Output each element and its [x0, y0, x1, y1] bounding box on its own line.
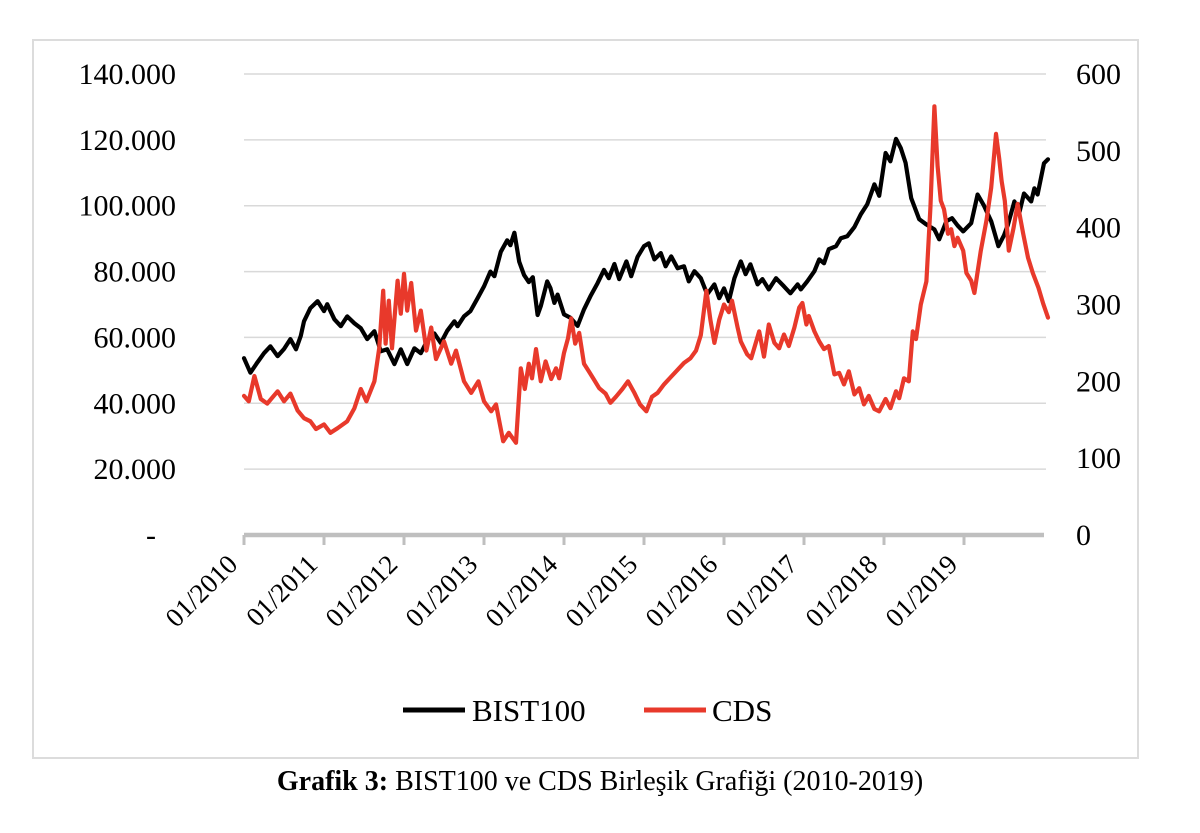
- y-axis-label-left: 40.000: [94, 387, 177, 420]
- x-axis-label: 01/2019: [879, 549, 963, 633]
- y-axis-label-right: 100: [1076, 442, 1121, 475]
- caption-label: Grafik 3:: [276, 766, 389, 797]
- y-axis-label-left: 20.000: [94, 453, 177, 486]
- y-axis-label-right: 500: [1076, 135, 1121, 168]
- y-axis-label-left: 80.000: [94, 256, 177, 289]
- y-axis-label-left: 140.000: [79, 58, 177, 91]
- x-axis-label: 01/2013: [399, 549, 483, 633]
- cds-line: [241, 104, 1051, 445]
- y-axis-label-right: 300: [1076, 289, 1121, 322]
- y-axis-label-right: 600: [1076, 58, 1121, 91]
- x-axis-label: 01/2017: [719, 549, 803, 633]
- y-axis-label-left: 60.000: [94, 321, 177, 354]
- x-axis-label: 01/2016: [639, 549, 723, 633]
- y-axis-label-left: -: [146, 519, 156, 552]
- x-axis-label: 01/2012: [319, 549, 403, 633]
- y-axis-label-left: 120.000: [79, 124, 177, 157]
- y-axis-label-left: 100.000: [79, 190, 177, 223]
- legend-label-cds: CDS: [712, 693, 772, 728]
- y-axis-label-right: 200: [1076, 365, 1121, 398]
- figure-caption: Grafik 3: BIST100 ve CDS Birleşik Grafiğ…: [0, 764, 1200, 800]
- dual-axis-line-chart: 01/201001/201101/201201/201301/201401/20…: [79, 58, 1122, 728]
- legend-label-bist100: BIST100: [472, 693, 586, 728]
- x-axis-label: 01/2018: [799, 549, 883, 633]
- chart-figure: 01/2010 01/2011 01/2012 01/2013 01/2014 01/20…: [32, 39, 1139, 759]
- x-axis-label: 01/2015: [559, 549, 643, 633]
- y-axis-label-right: 400: [1076, 212, 1121, 245]
- caption-text: BIST100 ve CDS Birleşik Grafiği (2010-20…: [388, 766, 924, 797]
- bist100-line: [241, 136, 1051, 375]
- x-axis-label: 01/2010: [159, 549, 243, 633]
- y-axis-label-right: 0: [1076, 519, 1091, 552]
- x-axis-label: 01/2011: [240, 549, 323, 632]
- x-axis-label: 01/2014: [479, 549, 563, 633]
